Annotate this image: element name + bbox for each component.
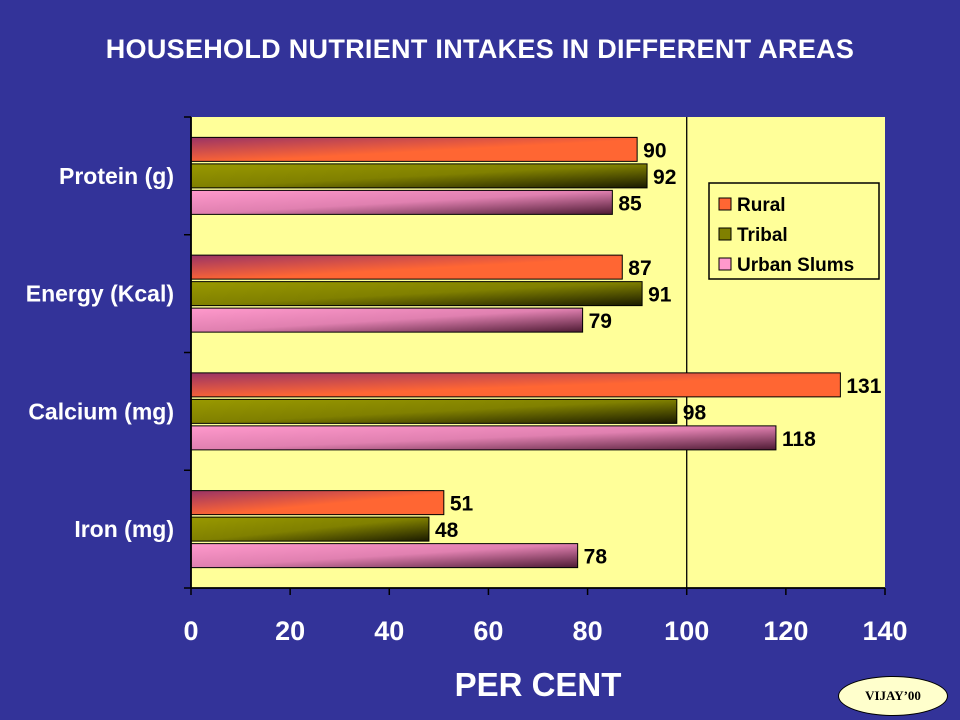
bar — [190, 189, 613, 215]
bar — [190, 136, 638, 162]
x-tick-label: 20 — [275, 616, 305, 646]
x-tick-label: 80 — [573, 616, 603, 646]
legend-box — [708, 182, 880, 280]
category-label: Energy (Kcal) — [26, 281, 174, 307]
x-axis-label: PER CENT — [455, 666, 622, 703]
x-tick-label: 140 — [862, 616, 907, 646]
bar — [190, 516, 430, 542]
bar — [190, 307, 584, 333]
legend-label: Urban Slums — [737, 255, 854, 276]
x-tick-label: 40 — [374, 616, 404, 646]
x-tick-label: 100 — [664, 616, 709, 646]
legend-label: Rural — [737, 195, 786, 216]
author-badge: VIJAY’00 — [838, 676, 948, 716]
x-tick-label: 60 — [473, 616, 503, 646]
bar — [190, 398, 678, 424]
data-label: 91 — [648, 284, 672, 307]
bar — [190, 281, 643, 307]
data-label: 51 — [450, 493, 474, 516]
bar — [190, 490, 445, 516]
data-label: 79 — [589, 310, 612, 333]
bar — [190, 163, 648, 189]
bar — [190, 425, 777, 451]
legend-swatch — [718, 227, 732, 241]
data-label: 131 — [846, 375, 881, 398]
bar — [190, 543, 579, 569]
data-label: 98 — [683, 401, 707, 424]
data-label: 48 — [435, 519, 459, 542]
legend-label: Tribal — [737, 225, 788, 246]
bar — [190, 372, 841, 398]
data-label: 92 — [653, 166, 676, 189]
category-label: Protein (g) — [59, 163, 174, 189]
bar — [190, 254, 623, 280]
chart-title: HOUSEHOLD NUTRIENT INTAKES IN DIFFERENT … — [105, 34, 855, 64]
legend-swatch — [718, 197, 732, 211]
x-tick-label: 120 — [763, 616, 808, 646]
data-label: 118 — [782, 428, 816, 451]
category-label: Iron (mg) — [74, 516, 174, 542]
x-tick-label: 0 — [183, 616, 198, 646]
data-label: 90 — [643, 139, 666, 162]
data-label: 85 — [618, 192, 642, 215]
data-label: 87 — [628, 257, 651, 280]
category-label: Calcium (mg) — [28, 398, 174, 424]
data-label: 78 — [584, 546, 608, 569]
legend-swatch — [718, 257, 732, 271]
